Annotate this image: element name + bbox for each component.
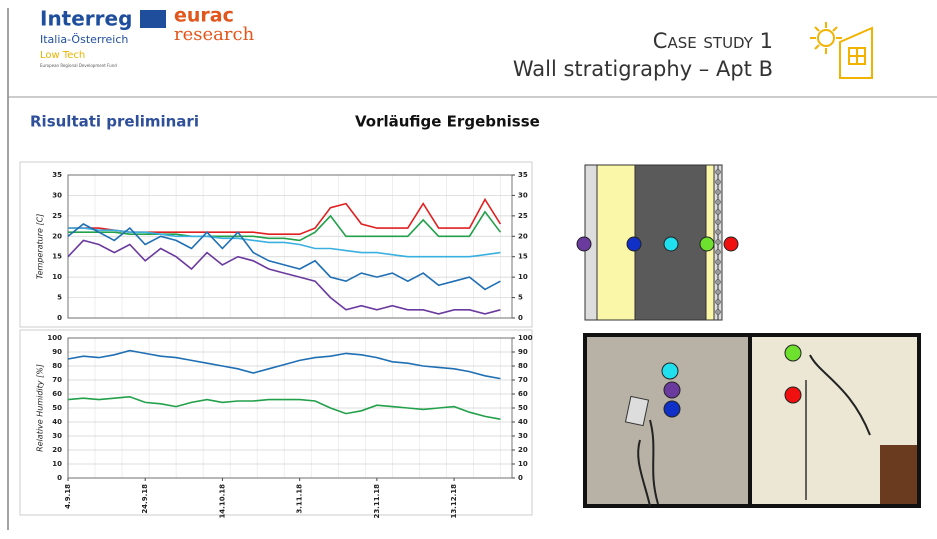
wall-tie <box>715 209 721 215</box>
y2-tick-label: 30 <box>518 432 528 440</box>
wall-tie <box>715 289 721 295</box>
series-line <box>68 227 501 258</box>
logo-main: Interreg <box>40 7 132 31</box>
y-tick-label: 5 <box>57 294 62 302</box>
y-tick-label: 25 <box>52 212 62 220</box>
y2-tick-label: 20 <box>518 232 528 240</box>
wall-ties <box>715 169 721 315</box>
x-tick-label: 24.9.18 <box>141 484 149 514</box>
slide-subtitle: Wall stratigraphy – Apt B <box>513 57 773 81</box>
y-tick-label: 20 <box>52 446 62 454</box>
wall-tie <box>715 249 721 255</box>
wall-tie <box>715 199 721 205</box>
y2-tick-label: 10 <box>518 273 528 281</box>
y-tick-label: 0 <box>57 314 62 322</box>
y2-tick-label: 0 <box>518 474 523 482</box>
chart-frame <box>19 161 533 328</box>
logo-fund: European Regional Development Fund <box>40 63 117 68</box>
y-tick-label: 10 <box>52 273 62 281</box>
wall-tie <box>715 219 721 225</box>
series-line <box>67 223 501 291</box>
y-tick-label: 60 <box>52 390 62 398</box>
y2-tick-label: 10 <box>518 460 528 468</box>
x-tick-label: 23.11.18 <box>373 484 381 519</box>
y-tick-label: 30 <box>52 432 62 440</box>
partner-logo-2: research <box>174 24 255 45</box>
y2-tick-label: 25 <box>518 212 528 220</box>
y-tick-label: 30 <box>52 191 62 199</box>
series-line <box>67 395 501 420</box>
y2-tick-label: 50 <box>518 404 528 412</box>
y2-tick-label: 100 <box>518 334 533 342</box>
y-tick-label: 90 <box>52 348 62 356</box>
y-tick-label: 100 <box>47 334 62 342</box>
y-axis-label: Temperature [C] <box>36 214 45 280</box>
y-tick-label: 70 <box>52 376 62 384</box>
y2-tick-label: 90 <box>518 348 528 356</box>
y2-tick-label: 60 <box>518 390 528 398</box>
partner-logo-1: eurac <box>174 5 234 27</box>
y-tick-label: 50 <box>52 404 62 412</box>
y-tick-label: 15 <box>52 253 62 261</box>
wall-tie <box>715 179 721 185</box>
x-tick-label: 4.9.18 <box>64 484 72 509</box>
y-tick-label: 10 <box>52 460 62 468</box>
x-tick-label: 14.10.18 <box>218 484 226 519</box>
y-tick-label: 0 <box>57 474 62 482</box>
x-tick-label: 13.12.18 <box>450 484 458 519</box>
logo-program: Low Tech <box>40 50 85 61</box>
y-tick-label: 40 <box>52 418 62 426</box>
sensor-photos <box>583 333 921 508</box>
chart-frame <box>19 329 533 516</box>
wall-tie <box>715 239 721 245</box>
wall-tie <box>715 279 721 285</box>
y2-tick-label: 80 <box>518 362 528 370</box>
y-axis-label: Relative Humidity [%] <box>36 364 45 452</box>
y-tick-label: 80 <box>52 362 62 370</box>
y2-tick-label: 70 <box>518 376 528 384</box>
series-line <box>67 349 501 380</box>
y2-tick-label: 0 <box>518 314 523 322</box>
y2-tick-label: 30 <box>518 191 528 199</box>
logo-icon <box>810 22 873 79</box>
y2-tick-label: 20 <box>518 446 528 454</box>
logo-region: Italia-Österreich <box>40 33 128 46</box>
section-left: Risultati preliminari <box>30 113 199 131</box>
plot-frame <box>67 337 513 479</box>
section-right: Vorläufige Ergebnisse <box>355 113 540 131</box>
series-line <box>68 210 502 242</box>
wall-tie <box>715 229 721 235</box>
wall-diagram <box>576 164 739 321</box>
series-line <box>67 239 501 315</box>
wall-tie <box>715 299 721 305</box>
eu-flag <box>140 10 166 28</box>
slide-title: Case study 1 <box>653 29 773 53</box>
y-tick-label: 35 <box>52 171 62 179</box>
wall-tie <box>715 269 721 275</box>
plot-frame <box>67 174 513 319</box>
wall-tie <box>715 259 721 265</box>
wall-tie <box>715 189 721 195</box>
wall-tie <box>715 309 721 315</box>
y2-tick-label: 40 <box>518 418 528 426</box>
y2-tick-label: 15 <box>518 253 528 261</box>
wall-tie <box>715 169 721 175</box>
y-tick-label: 20 <box>52 232 62 240</box>
y2-tick-label: 5 <box>518 294 523 302</box>
y2-tick-label: 35 <box>518 171 528 179</box>
x-tick-label: 3.11.18 <box>296 484 304 514</box>
